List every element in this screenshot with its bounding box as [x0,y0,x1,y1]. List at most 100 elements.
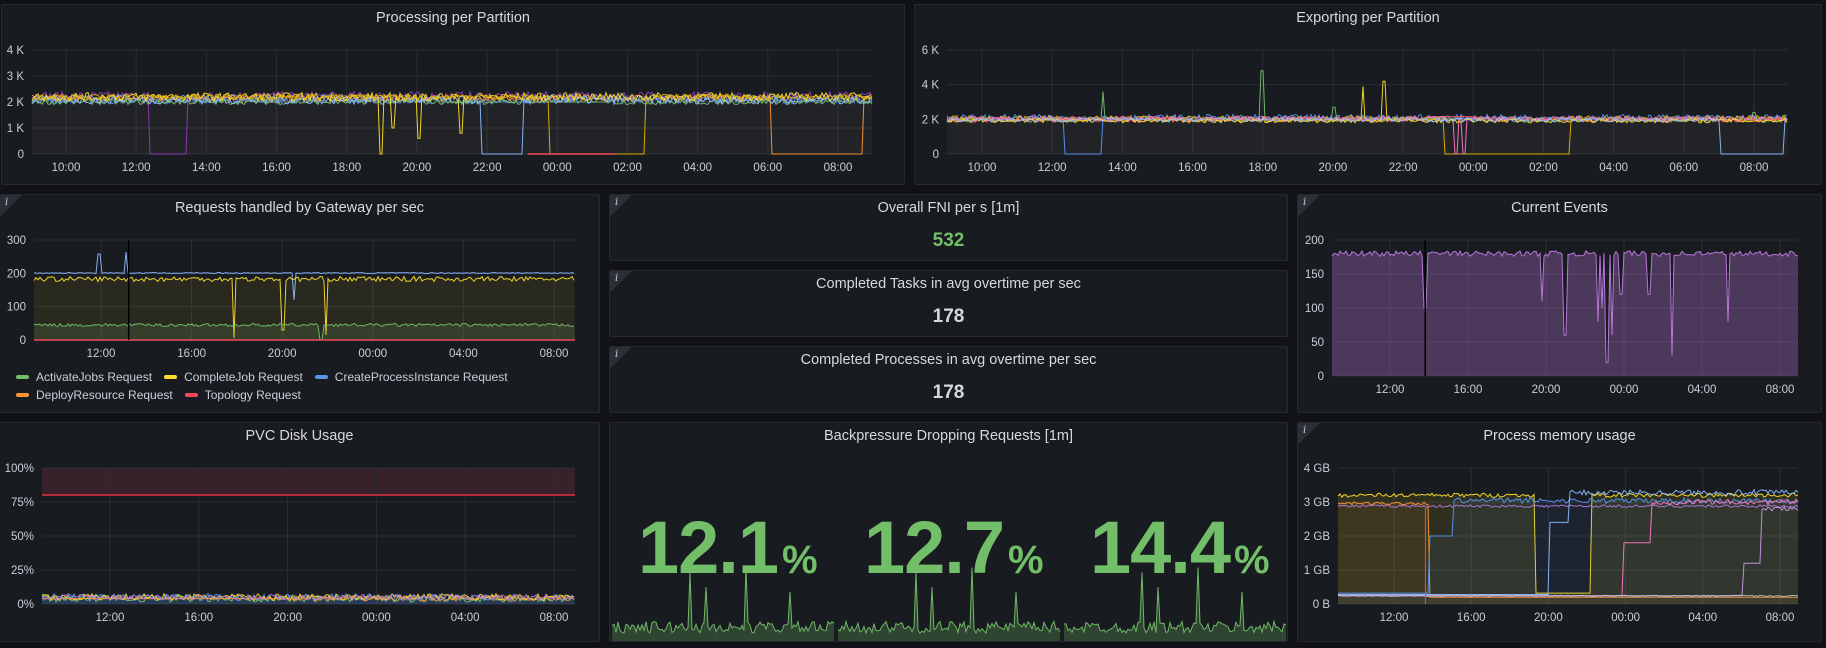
series-area [1332,250,1798,376]
y-tick-label: 100 [1305,303,1324,315]
y-tick-label: 50 [1311,337,1324,349]
info-icon[interactable]: i [1298,195,1320,217]
series-line [31,93,873,155]
panel-title[interactable]: Process memory usage [1483,428,1636,444]
series-line [1337,492,1799,594]
y-tick-label: 0 B [1313,599,1331,611]
series-line [946,116,1788,155]
legend-item[interactable]: CreateProcessInstance Request [314,368,508,386]
x-tick-label: 16:00 [177,348,206,360]
x-tick-label: 20:00 [1532,384,1561,396]
y-tick-label: 2 GB [1304,531,1331,543]
x-tick-label: 06:00 [753,162,782,174]
panel-backpressure[interactable]: Backpressure Dropping Requests [1m] 12.1… [609,422,1288,642]
panel-process-memory[interactable]: i Process memory usage 4 GB 3 GB 2 GB 1 GB 0… [1297,422,1822,642]
y-tick-label: 200 [7,268,26,280]
stat-value: 178 [932,382,965,403]
panel-overall-fni[interactable]: i Overall FNI per s [1m] 532 [609,194,1288,261]
panel-title[interactable]: Completed Processes in avg overtime per … [800,352,1097,368]
x-tick-label: 14:00 [192,162,221,174]
events-chart: 200 150 100 50 0 12:00 16:00 20:00 00:00 04:00 08:… [1305,235,1799,396]
series-line [1338,496,1799,594]
y-tick-label: 0 [1318,371,1324,383]
series-line [1337,501,1798,598]
panel-title[interactable]: Processing per Partition [376,10,530,26]
panel-completed-processes[interactable]: i Completed Processes in avg overtime pe… [609,346,1288,413]
chart-axes: 200 150 100 50 0 12:00 16:00 20:00 00:00 04:00 08:… [1305,235,1798,396]
legend-swatch [164,375,178,379]
x-tick-label: 20:00 [403,162,432,174]
x-tick-label: 10:00 [52,162,81,174]
series-area [34,323,575,340]
panel-processing-per-partition[interactable]: Processing per Partition 4 K 3 K 2 K 1 K 0 10… [1,4,905,185]
legend-item[interactable]: CompleteJob Request [164,368,303,386]
x-tick-label: 14:00 [1108,162,1137,174]
series-line [41,593,575,602]
x-tick-label: 12:00 [122,162,151,174]
backpressure-value-1: 12.1% [638,506,818,589]
x-tick-label: 18:00 [1248,162,1277,174]
panel-pvc-disk-usage[interactable]: PVC Disk Usage 100% 75% 50% 25% 0% 12:00 16:00… [0,422,600,642]
panel-title[interactable]: Backpressure Dropping Requests [1m] [823,428,1074,444]
x-tick-label: 08:00 [540,612,569,624]
stat-value: 178 [932,306,965,327]
legend-swatch [314,375,328,379]
info-icon[interactable]: i [610,195,632,217]
series-line [1337,504,1799,509]
x-tick-label: 20:00 [1534,612,1563,624]
x-tick-label: 00:00 [543,162,572,174]
y-tick-label: 100% [5,463,34,475]
backpressure-sparklines [611,567,1287,641]
info-icon[interactable]: i [1298,423,1320,445]
memory-chart: 4 GB 3 GB 2 GB 1 GB 0 B 12:00 16:00 20:00 00:00 0… [1304,463,1799,624]
stat-value: 532 [932,230,965,251]
info-icon[interactable]: i [610,271,632,293]
exporting-chart: 6 K 4 K 2 K 0 10:00 12:00 14:00 16:00 18:00 20:00… [922,45,1788,174]
chart-axes: 4 GB 3 GB 2 GB 1 GB 0 B 12:00 16:00 20:00 00:00 0… [1304,463,1798,624]
info-icon[interactable]: i [610,347,632,369]
backpressure-value-3: 14.4% [1090,506,1270,589]
info-icon[interactable]: i [0,195,22,217]
legend-item[interactable]: DeployResource Request [16,386,173,404]
x-tick-label: 16:00 [184,612,213,624]
x-tick-label: 12:00 [1376,384,1405,396]
series-line [946,70,1788,124]
x-tick-label: 20:00 [268,348,297,360]
y-tick-label: 0 [18,149,24,161]
x-tick-label: 12:00 [1038,162,1067,174]
x-tick-label: 08:00 [1740,162,1769,174]
x-tick-label: 00:00 [362,612,391,624]
y-tick-label: 2 K [922,114,940,126]
legend-item[interactable]: Topology Request [184,386,301,404]
panel-gateway-requests[interactable]: i Requests handled by Gateway per sec 30… [0,194,600,413]
panel-title[interactable]: Exporting per Partition [1296,10,1440,26]
panel-exporting-per-partition[interactable]: Exporting per Partition 6 K 4 K 2 K 0 10:00 1… [914,4,1822,185]
panel-title[interactable]: PVC Disk Usage [245,428,354,444]
series-line [947,80,1788,124]
panel-title[interactable]: Current Events [1511,200,1608,216]
legend-swatch [16,393,29,397]
series-area [32,96,872,154]
series-line [31,94,873,155]
y-tick-label: 200 [1305,235,1324,247]
panel-title[interactable]: Overall FNI per s [1m] [877,200,1020,216]
y-tick-label: 300 [7,235,26,247]
legend-item[interactable]: ActivateJobs Request [16,368,152,386]
x-tick-label: 04:00 [449,348,478,360]
legend-label: ActivateJobs Request [36,370,153,384]
y-tick-label: 6 K [922,45,940,57]
panel-title[interactable]: Completed Tasks in avg overtime per sec [816,276,1081,292]
panel-title[interactable]: Requests handled by Gateway per sec [174,200,425,216]
y-tick-label: 4 K [7,45,25,57]
chart-axes: 6 K 4 K 2 K 0 10:00 12:00 14:00 16:00 18:00 20:00… [922,45,1788,174]
x-tick-label: 12:00 [87,348,116,360]
x-tick-label: 10:00 [968,162,997,174]
series-line [41,593,575,604]
y-tick-label: 0 [933,149,939,161]
series-area [34,276,575,340]
panel-current-events[interactable]: i Current Events 200 150 100 50 0 12:00 16:00 2… [1297,194,1822,413]
legend-swatch [16,375,29,379]
x-tick-label: 16:00 [1178,162,1207,174]
series-line [611,567,835,634]
panel-completed-tasks[interactable]: i Completed Tasks in avg overtime per se… [609,270,1288,337]
